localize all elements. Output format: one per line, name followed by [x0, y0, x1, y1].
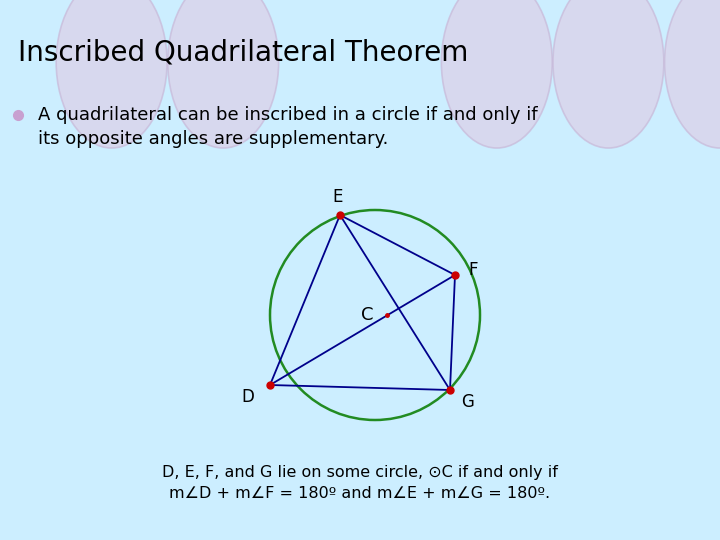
Text: G: G: [462, 393, 474, 411]
Text: C: C: [361, 306, 373, 324]
Ellipse shape: [553, 0, 664, 148]
Ellipse shape: [665, 0, 720, 148]
Text: A quadrilateral can be inscribed in a circle if and only if: A quadrilateral can be inscribed in a ci…: [38, 106, 538, 124]
Text: Inscribed Quadrilateral Theorem: Inscribed Quadrilateral Theorem: [18, 38, 469, 66]
Ellipse shape: [168, 0, 279, 148]
Text: m∠D + m∠F = 180º and m∠E + m∠G = 180º.: m∠D + m∠F = 180º and m∠E + m∠G = 180º.: [169, 487, 551, 502]
Text: D: D: [242, 388, 254, 406]
Ellipse shape: [441, 0, 552, 148]
Text: its opposite angles are supplementary.: its opposite angles are supplementary.: [38, 130, 388, 148]
Text: E: E: [333, 188, 343, 206]
Ellipse shape: [56, 0, 167, 148]
Text: F: F: [468, 261, 478, 279]
Text: D, E, F, and G lie on some circle, ⊙C if and only if: D, E, F, and G lie on some circle, ⊙C if…: [162, 464, 558, 480]
